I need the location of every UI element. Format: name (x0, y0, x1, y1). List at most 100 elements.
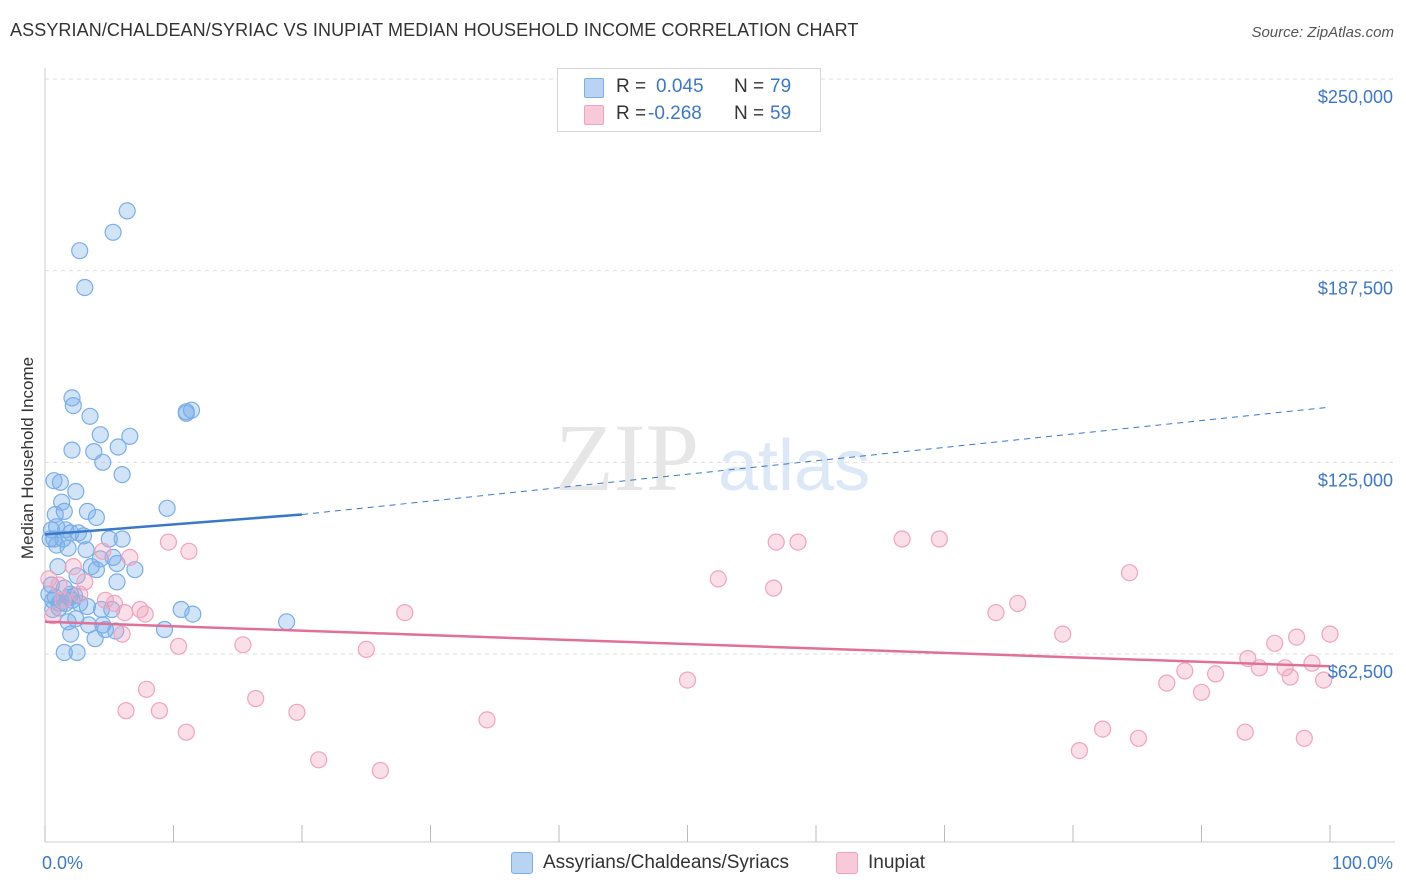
data-point-inupiat (50, 576, 68, 594)
legend-r-label: R = (616, 103, 647, 124)
data-point-inupiat (1093, 720, 1112, 738)
data-point-assyrians (78, 502, 97, 520)
y-tick-label: $250,000 (1318, 87, 1393, 107)
data-point-inupiat (136, 605, 154, 623)
data-point-inupiat (94, 542, 112, 560)
trend-lines (44, 406, 1331, 668)
bottom-legend-swatch-blue (511, 852, 533, 874)
bottom-legend-swatch-pink (836, 852, 858, 874)
legend-n-value: 79 (770, 76, 792, 97)
x-tick-labels: 0.0% 100.0% (42, 853, 1393, 873)
data-point-assyrians (113, 466, 131, 484)
legend-r-value: 0.045 (656, 76, 704, 97)
data-point-assyrians (121, 427, 139, 445)
bottom-legend-label: Inupiat (868, 852, 926, 873)
data-point-inupiat (371, 761, 389, 780)
data-point-assyrians (67, 482, 85, 501)
data-point-inupiat (1266, 634, 1284, 652)
legend-swatch-blue (584, 78, 604, 98)
data-point-inupiat (1314, 671, 1333, 689)
data-point-inupiat (137, 680, 156, 698)
data-point-assyrians (155, 620, 174, 639)
data-point-inupiat (310, 751, 328, 769)
data-point-assyrians (55, 502, 73, 520)
data-point-assyrians (51, 473, 70, 491)
legend-r-value: -0.268 (648, 103, 702, 124)
x-tick-label: 0.0% (42, 853, 83, 873)
data-point-assyrians (94, 453, 112, 471)
data-point-inupiat (150, 702, 168, 720)
data-point-assyrians (45, 472, 63, 490)
trend-line-assyrians-extension (301, 406, 1331, 515)
y-tick-label: $187,500 (1318, 279, 1393, 299)
data-point-inupiat (177, 723, 195, 741)
data-point-inupiat (1070, 741, 1089, 760)
data-point-assyrians (184, 605, 202, 623)
data-point-assyrians (158, 499, 176, 517)
data-point-assyrians (78, 597, 97, 616)
data-point-inupiat (1176, 662, 1194, 680)
x-tick-label: 100.0% (1332, 853, 1393, 873)
data-point-inupiat (54, 591, 72, 609)
data-point-assyrians (108, 573, 126, 591)
data-point-inupiat (1303, 654, 1321, 672)
source-credit: Source: ZipAtlas.com (1251, 24, 1394, 41)
data-point-inupiat (247, 689, 265, 708)
trend-line-inupiat (44, 620, 1331, 668)
legend-n-label: N = (734, 76, 765, 97)
data-point-inupiat (64, 557, 82, 576)
data-point-inupiat (767, 533, 785, 551)
data-point-assyrians (113, 530, 131, 548)
data-point-assyrians (68, 643, 86, 662)
legend-n-value: 59 (770, 103, 792, 124)
data-point-inupiat (1287, 628, 1306, 646)
data-point-inupiat (1236, 723, 1254, 741)
data-point-inupiat (1129, 729, 1148, 747)
data-point-assyrians (80, 616, 98, 634)
data-point-inupiat (1295, 729, 1313, 747)
axes (44, 68, 1395, 843)
y-tick-label: $62,500 (1328, 662, 1393, 682)
data-point-inupiat (478, 711, 496, 729)
watermark-zip: ZIP (555, 404, 699, 511)
data-point-inupiat (1206, 665, 1225, 683)
data-point-assyrians (182, 401, 201, 419)
data-point-assyrians (77, 541, 95, 559)
data-point-assyrians (87, 561, 106, 579)
data-point-assyrians (91, 426, 109, 444)
data-point-inupiat (117, 702, 135, 720)
y-tick-labels: $62,500 $125,000 $187,500 $250,000 (1318, 87, 1393, 682)
data-point-assyrians (82, 557, 100, 576)
data-point-assyrians (64, 397, 82, 415)
series-inupiat (40, 530, 1339, 780)
data-point-assyrians (87, 508, 106, 527)
data-point-assyrians (54, 530, 72, 548)
watermark-atlas: atlas (718, 426, 870, 506)
data-point-assyrians (109, 438, 127, 456)
data-point-inupiat (170, 637, 188, 655)
data-point-inupiat (288, 703, 306, 721)
data-point-inupiat (764, 579, 783, 597)
data-point-inupiat (709, 570, 727, 588)
data-point-inupiat (1009, 594, 1027, 613)
data-point-inupiat (1158, 674, 1176, 692)
data-point-inupiat (987, 603, 1005, 622)
data-point-inupiat (159, 533, 177, 551)
data-point-inupiat (357, 640, 375, 659)
gridlines (45, 78, 1395, 655)
data-point-assyrians (71, 242, 89, 260)
data-point-assyrians (59, 539, 77, 557)
data-point-inupiat (44, 607, 62, 625)
data-point-assyrians (55, 643, 73, 662)
data-point-inupiat (234, 636, 252, 654)
data-point-inupiat (396, 603, 414, 622)
data-point-assyrians (63, 441, 81, 459)
data-point-assyrians (104, 223, 122, 241)
data-point-inupiat (1192, 683, 1211, 701)
data-point-assyrians (76, 278, 94, 297)
data-point-assyrians (81, 407, 99, 425)
data-point-inupiat (113, 625, 131, 643)
y-tick-label: $125,000 (1318, 470, 1393, 490)
data-point-inupiat (96, 591, 115, 609)
data-point-inupiat (789, 533, 807, 551)
